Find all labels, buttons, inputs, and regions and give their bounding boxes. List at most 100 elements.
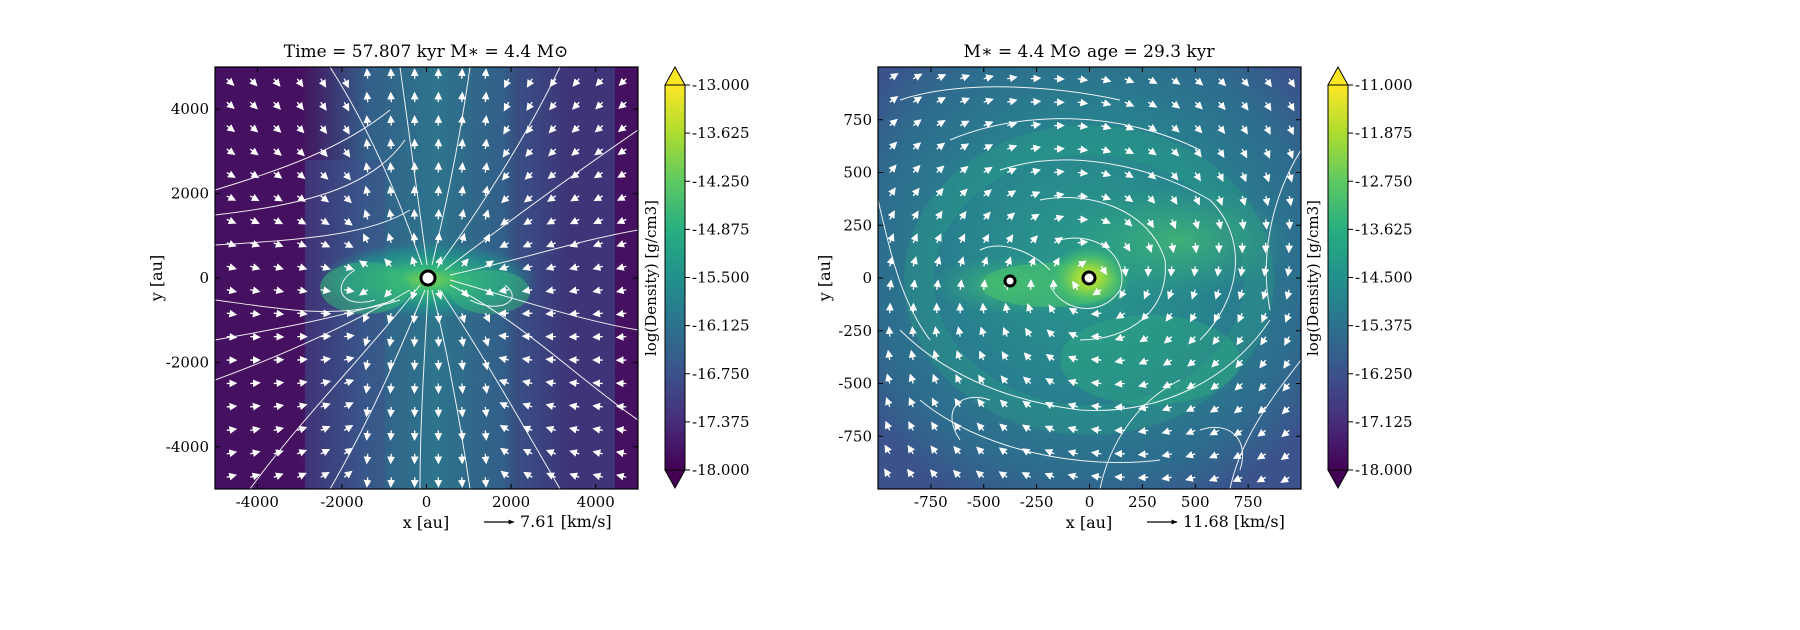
- left-colorbar-ticks: -13.000 -13.625 -14.250 -14.875 -15.500 -16.1…: [685, 76, 750, 479]
- right-velocity-vector: [884, 444, 892, 455]
- right-velocity-vector: [1215, 219, 1224, 230]
- right-velocity-vector: [1139, 334, 1149, 343]
- right-velocity-vector: [1169, 219, 1177, 230]
- right-velocity-vector: [1025, 327, 1033, 337]
- right-velocity-vector: [1067, 402, 1078, 410]
- right-velocity-vector: [1237, 266, 1246, 277]
- left-velocity-vector: [568, 309, 580, 318]
- right-velocity-vector: [1119, 289, 1127, 299]
- right-velocity-vector: [1188, 336, 1197, 345]
- right-velocity-vector: [1284, 266, 1293, 277]
- right-velocity-vector: [910, 256, 918, 267]
- left-velocity-vector: [568, 379, 580, 388]
- right-velocity-vector: [887, 210, 895, 220]
- right-velocity-vector: [1052, 257, 1060, 267]
- left-velocity-vector: [273, 402, 285, 411]
- right-velocity-vector: [1240, 125, 1248, 135]
- left-velocity-vector: [615, 309, 627, 318]
- left-velocity-vector: [297, 379, 308, 387]
- right-velocity-vector: [884, 468, 892, 478]
- left-velocity-vector: [226, 263, 237, 271]
- right-velocity-vector: [1214, 266, 1223, 277]
- left-velocity-vector: [320, 309, 332, 318]
- left-velocity-vector: [458, 91, 466, 103]
- left-x-tick-label: 0: [422, 493, 432, 511]
- left-velocity-vector: [273, 124, 282, 133]
- right-velocity-vector: [1217, 101, 1226, 111]
- right-title: M∗ = 4.4 M⊙ age = 29.3 kyr: [964, 42, 1216, 62]
- left-velocity-vector: [592, 472, 603, 481]
- right-velocity-vector: [1263, 148, 1271, 159]
- left-velocity-vector: [525, 125, 534, 134]
- right-velocity-vector: [1077, 145, 1089, 154]
- left-velocity-vector: [615, 449, 627, 458]
- right-velocity-vector: [1007, 121, 1018, 129]
- left-plot-area: [215, 67, 638, 489]
- left-velocity-vector: [570, 194, 580, 202]
- left-velocity-vector: [387, 359, 395, 371]
- left-velocity-vector: [592, 426, 603, 434]
- left-velocity-vector: [272, 78, 281, 87]
- right-colorbar-tick-label: -15.375: [1355, 317, 1413, 335]
- right-velocity-vector: [1147, 195, 1156, 204]
- left-velocity-vector: [363, 91, 372, 103]
- right-velocity-vector: [1114, 333, 1125, 342]
- right-y-ticks: -750 -500 -250 0 250 500 750: [838, 111, 1301, 445]
- right-velocity-vector: [959, 188, 968, 197]
- left-velocity-vector: [569, 472, 580, 480]
- right-velocity-vector: [1210, 382, 1220, 391]
- right-velocity-vector: [998, 447, 1008, 456]
- right-velocity-vector: [1101, 122, 1112, 131]
- right-velocity-vector: [960, 74, 971, 82]
- right-velocity-vector: [912, 164, 921, 174]
- right-y-tick-label: 500: [843, 164, 872, 182]
- left-velocity-vector: [503, 101, 511, 112]
- right-velocity-vector: [1161, 450, 1172, 459]
- right-velocity-vector: [959, 143, 970, 151]
- left-velocity-vector: [342, 148, 351, 158]
- left-velocity-vector: [249, 193, 260, 202]
- left-velocity-vector: [296, 148, 305, 157]
- left-velocity-vector: [342, 125, 350, 135]
- left-velocity-vector: [250, 426, 261, 434]
- right-outer-ring: [904, 125, 1274, 435]
- right-velocity-vector: [983, 74, 994, 82]
- right-velocity-vector: [977, 398, 986, 408]
- left-velocity-vector: [250, 263, 261, 271]
- left-velocity-vector: [592, 402, 603, 411]
- left-velocity-vector: [521, 309, 533, 318]
- right-velocity-vector: [935, 187, 944, 197]
- left-velocity-vector: [592, 379, 603, 388]
- right-velocity-vector: [1186, 381, 1196, 390]
- right-velocity-vector: [1114, 379, 1125, 388]
- left-velocity-vector: [594, 147, 604, 156]
- right-velocity-vector: [911, 187, 920, 197]
- right-velocity-vector: [1124, 123, 1135, 131]
- left-velocity-vector: [458, 161, 466, 173]
- left-velocity-vector: [526, 101, 534, 111]
- right-velocity-vector: [1260, 336, 1268, 346]
- right-velocity-vector: [933, 256, 942, 267]
- right-velocity-vector: [953, 445, 962, 455]
- left-velocity-vector: [615, 472, 627, 481]
- right-velocity-vector: [1261, 289, 1269, 300]
- right-velocity-vector: [1101, 146, 1112, 154]
- right-velocity-vector: [1217, 77, 1227, 87]
- left-velocity-vector: [273, 240, 284, 248]
- right-velocity-vector: [1077, 238, 1089, 247]
- right-velocity-vector: [1068, 307, 1079, 316]
- right-velocity-vector: [936, 97, 947, 105]
- right-velocity-vector: [1030, 213, 1040, 222]
- left-velocity-vector: [343, 172, 352, 181]
- right-velocity-vector: [978, 374, 986, 384]
- right-velocity-vector: [1163, 335, 1173, 344]
- left-velocity-vector: [458, 185, 466, 197]
- left-velocity-vector: [226, 309, 238, 318]
- right-velocity-vector: [983, 97, 994, 105]
- right-velocity-vector: [1101, 99, 1112, 107]
- right-velocity-vector: [1072, 280, 1080, 291]
- right-velocity-vector: [957, 256, 965, 267]
- left-velocity-vector: [548, 125, 557, 134]
- left-velocity-vector: [592, 263, 603, 271]
- right-velocity-vector: [1240, 148, 1248, 159]
